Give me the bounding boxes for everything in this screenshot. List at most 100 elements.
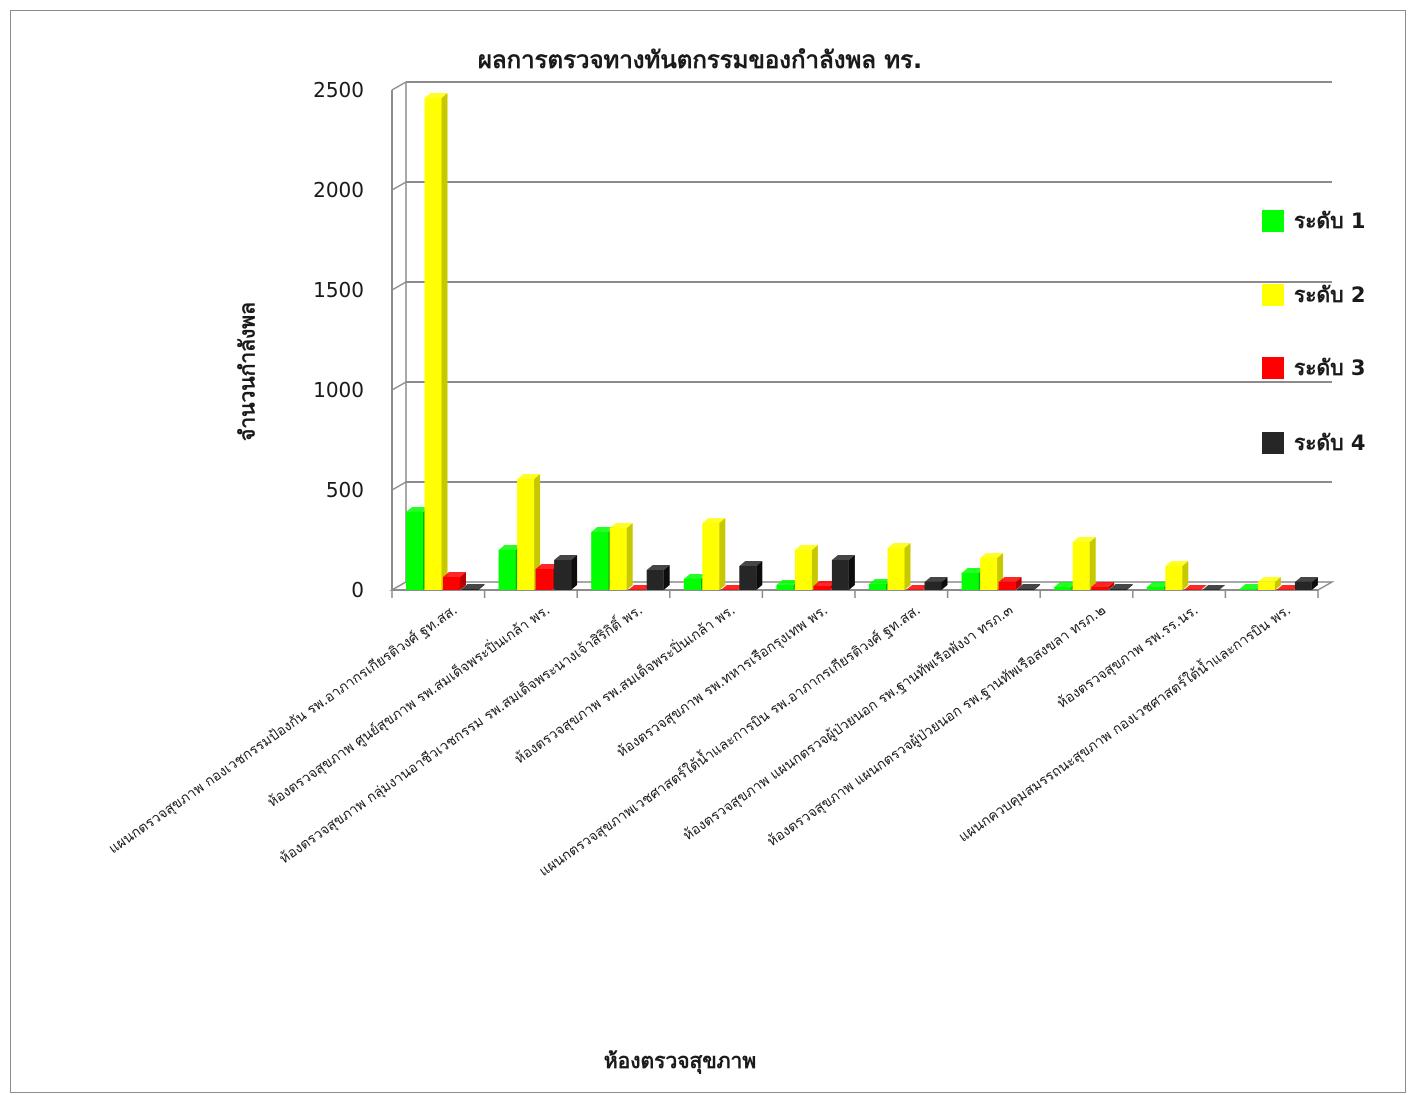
bar-5-level-4-front: [831, 560, 849, 590]
bar-2-level-2-front: [517, 479, 535, 590]
bar-4-level-2-front: [702, 523, 720, 590]
bar-1-level-1-front: [406, 512, 423, 590]
bar-2-level-1-front: [498, 550, 516, 590]
bar-2-level-1-top: [498, 545, 522, 550]
bar-6-level-1-front: [869, 584, 886, 590]
y-tick-label-2500: 2500: [313, 78, 364, 102]
bar-7-level-1-front: [961, 573, 979, 590]
bar-5-level-4-side: [848, 555, 855, 590]
bar-6-level-1-top: [869, 579, 892, 584]
bar-2-level-2-side: [534, 474, 541, 590]
bar-2-level-4-front: [554, 560, 572, 590]
bar-2-level-2-top: [517, 474, 541, 479]
bar-8-level-4-side: [1126, 584, 1133, 590]
bar-6-level-3-top: [906, 585, 929, 590]
bar-9-level-2-top: [1165, 561, 1189, 566]
legend-item-level-4: ระดับ 4: [1262, 428, 1365, 458]
y-tick-label-2000: 2000: [313, 178, 364, 202]
bar-8-level-1-front: [1054, 587, 1072, 590]
bar-5-level-2-front: [794, 550, 812, 590]
bar-4-level-4-front: [739, 566, 757, 590]
y-tick-label-1000: 1000: [313, 378, 364, 402]
bar-4-level-4-top: [739, 561, 763, 566]
bar-6-level-2-side: [904, 543, 911, 590]
x-tick-label-8: ห้องตรวจสุขภาพ แผนกตรวจผู้ป่วยนอก รพ.ฐาน…: [765, 602, 1109, 850]
bar-10-level-2-side: [1274, 577, 1281, 590]
y-tick-label-1500: 1500: [313, 278, 364, 302]
x-tick-label-1: แผนกตรวจสุขภาพ กองเวชกรรมป้องกัน รพ.อาภา…: [105, 601, 460, 857]
bar-8-level-4-front: [1109, 589, 1127, 590]
wall-line-2500: [391, 81, 407, 91]
legend-label-level-4: ระดับ 4: [1294, 430, 1366, 455]
bar-10-level-1-front: [1239, 589, 1257, 590]
bar-7-level-4-side: [1034, 584, 1041, 590]
bar-4-level-2-top: [702, 518, 726, 523]
bar-8-level-1-top: [1054, 582, 1078, 587]
bar-1-level-4-side: [478, 584, 485, 590]
bar-5-level-1-top: [776, 580, 800, 585]
bar-1-level-3-side: [460, 572, 466, 590]
bar-2-level-3-top: [535, 564, 559, 569]
bar-10-level-1-top: [1239, 584, 1263, 589]
bar-10-level-2-front: [1257, 582, 1275, 590]
bar-3-level-4-top: [646, 565, 670, 570]
bar-1-level-2-front: [424, 98, 442, 590]
wall-line-1500: [391, 281, 407, 291]
bar-10-level-3-top: [1276, 585, 1300, 590]
bar-1-level-4-top: [461, 584, 485, 589]
bar-3-level-4-side: [663, 565, 670, 590]
bar-3-level-3-top: [628, 585, 652, 590]
legend-item-level-1: ระดับ 1: [1262, 206, 1365, 236]
bar-4-level-4-side: [756, 561, 763, 590]
bar-6-level-4-top: [924, 577, 948, 582]
bar-4-level-1-top: [683, 574, 707, 579]
bar-8-level-4-top: [1109, 584, 1133, 589]
legend-swatch-level-2: [1262, 284, 1284, 306]
bar-1-level-2-top: [424, 93, 448, 98]
bar-9-level-4-top: [1202, 585, 1226, 590]
x-tick-label-7: ห้องตรวจสุขภาพ แผนกตรวจผู้ป่วยนอก รพ.ฐาน…: [680, 602, 1016, 844]
bar-10-level-2-top: [1257, 577, 1281, 582]
bar-9-level-1-top: [1146, 582, 1170, 587]
bar-9-level-2-side: [1182, 561, 1189, 590]
y-axis-title: จำนวนกำลังพล: [235, 302, 260, 441]
bar-7-level-3-front: [998, 582, 1016, 590]
bar-4-level-1-front: [683, 579, 701, 590]
bar-5-level-3-front: [813, 586, 831, 590]
bar-8-level-2-top: [1072, 537, 1096, 542]
bar-8-level-2-front: [1072, 542, 1090, 590]
bar-1-level-2-side: [441, 93, 448, 590]
bar-9-level-1-front: [1146, 587, 1164, 590]
bar-3-level-2-top: [609, 523, 633, 528]
bar-1-level-4-front: [461, 589, 479, 590]
bar-2-level-3-front: [535, 569, 553, 590]
bar-6-level-2-front: [887, 548, 905, 590]
bar-8-level-2-side: [1089, 537, 1096, 590]
bar-10-level-4-top: [1294, 577, 1318, 582]
wall-line-2000: [391, 181, 407, 191]
bar-7-level-1-top: [961, 568, 985, 573]
bar-7-level-2-front: [980, 558, 998, 590]
bar-2-level-4-side: [571, 555, 578, 590]
bar-4-level-3-top: [720, 585, 744, 590]
x-axis-title: ห้องตรวจสุขภาพ: [603, 1049, 757, 1073]
wall-line-1000: [391, 381, 407, 391]
bar-2-level-4-top: [554, 555, 578, 560]
bar-1-level-3-front: [443, 577, 460, 590]
bar-3-level-1-top: [591, 527, 615, 532]
bar-10-level-4-side: [1311, 577, 1318, 590]
bar-4-level-2-side: [719, 518, 726, 590]
chart-title: ผลการตรวจทางทันตกรรมของกำลังพล ทร.: [477, 46, 923, 74]
legend-item-level-3: ระดับ 3: [1262, 353, 1365, 383]
bar-7-level-3-side: [1015, 577, 1022, 590]
wall-line-500: [391, 481, 407, 491]
legend-label-level-3: ระดับ 3: [1294, 355, 1366, 380]
bar-5-level-2-top: [794, 545, 818, 550]
bar-5-level-2-side: [811, 545, 818, 590]
bar-3-level-2-front: [609, 528, 627, 590]
y-tick-label-500: 500: [326, 478, 364, 502]
legend-swatch-level-3: [1262, 357, 1284, 379]
bar-9-level-2-front: [1165, 566, 1183, 590]
legend-swatch-level-1: [1262, 210, 1284, 232]
